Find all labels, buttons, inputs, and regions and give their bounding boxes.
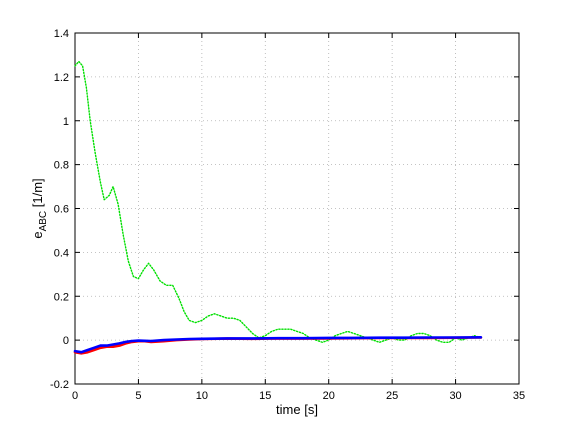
y-axis-label-main: e bbox=[30, 231, 45, 238]
y-tick-label: -0.2 bbox=[50, 379, 69, 391]
x-tick-label: 0 bbox=[72, 390, 78, 402]
ticks: 0 5 10 15 20 25 30 35-0.200.20.40.60.811.21.4 bbox=[50, 28, 525, 402]
y-tick-label: 0.6 bbox=[54, 204, 69, 216]
y-tick-label: 0.4 bbox=[54, 247, 69, 259]
y-tick-label: 1.4 bbox=[54, 28, 69, 40]
y-tick-label: 1.2 bbox=[54, 72, 69, 84]
x-tick-label: 5 bbox=[135, 390, 141, 402]
y-axis-label-subscript: ABC bbox=[38, 211, 49, 232]
series-line-3 bbox=[73, 335, 483, 354]
x-tick-label: 10 bbox=[196, 390, 208, 402]
y-tick-label: 0.2 bbox=[54, 291, 69, 303]
x-tick-label: 30 bbox=[449, 390, 461, 402]
x-tick-label: 20 bbox=[323, 390, 335, 402]
y-tick-label: 1 bbox=[63, 116, 69, 128]
y-tick-label: 0.8 bbox=[54, 160, 69, 172]
y-axis-label-unit: [1/m] bbox=[30, 178, 45, 211]
x-tick-label: 15 bbox=[259, 390, 271, 402]
x-tick-label: 35 bbox=[513, 390, 525, 402]
grid bbox=[75, 33, 519, 384]
x-axis-label: time [s] bbox=[276, 402, 318, 417]
x-tick-label: 25 bbox=[386, 390, 398, 402]
y-tick-label: 0 bbox=[63, 335, 69, 347]
y-axis-label: eABC [1/m] bbox=[30, 178, 49, 238]
series-layer bbox=[73, 60, 483, 355]
